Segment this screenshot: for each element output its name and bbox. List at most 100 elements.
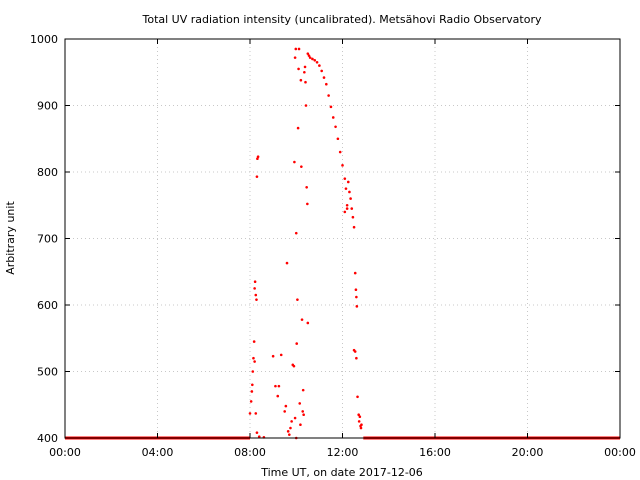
data-point (311, 57, 314, 61)
data-point (308, 56, 312, 59)
ticks (64, 38, 621, 439)
x-tick-label: 08:00 (234, 446, 266, 459)
data-point (350, 207, 354, 210)
data-point (304, 80, 307, 84)
data-points (248, 47, 363, 440)
data-point (279, 353, 283, 357)
data-point (250, 390, 254, 393)
data-point (299, 78, 303, 82)
data-point (303, 70, 306, 74)
data-point (253, 280, 257, 284)
data-point (288, 433, 291, 436)
grid (65, 39, 620, 438)
data-point (304, 104, 308, 107)
y-tick-label: 600 (37, 299, 58, 312)
data-point (289, 426, 292, 430)
x-tick-label: 04:00 (142, 446, 174, 459)
data-point (286, 430, 290, 433)
data-point (322, 76, 326, 79)
data-point (253, 287, 256, 290)
x-tick-label: 20:00 (512, 446, 544, 459)
data-point (290, 420, 293, 423)
data-point (293, 416, 297, 420)
data-point (334, 125, 337, 129)
data-point (301, 388, 305, 392)
data-point (354, 288, 358, 292)
data-point (299, 423, 302, 427)
y-tick-label: 800 (37, 166, 58, 179)
data-point (320, 69, 323, 73)
data-point (329, 105, 333, 109)
data-point (306, 321, 310, 325)
data-point (277, 384, 281, 388)
data-point (271, 354, 275, 358)
data-point (292, 364, 296, 368)
data-point (255, 298, 258, 301)
data-point (257, 435, 261, 438)
data-point (293, 56, 297, 59)
data-point (296, 298, 299, 301)
data-point (318, 64, 321, 67)
data-point (344, 187, 348, 190)
data-point (283, 410, 286, 413)
data-point (306, 202, 309, 206)
data-point (301, 410, 305, 413)
data-point (276, 394, 280, 398)
y-tick-label: 500 (37, 366, 58, 379)
data-point (327, 94, 330, 97)
data-point (356, 395, 359, 399)
data-point (348, 190, 351, 194)
x-tick-label: 00:00 (49, 446, 81, 459)
data-point (293, 160, 296, 164)
data-point (255, 431, 259, 434)
data-point (338, 150, 342, 154)
data-point (302, 413, 305, 417)
data-point (274, 384, 277, 388)
data-point (355, 305, 359, 308)
data-point (253, 360, 256, 363)
data-point (357, 413, 360, 417)
data-point (358, 415, 362, 419)
x-tick-labels: 00:00 04:00 08:00 12:00 16:00 20:00 00:00 (49, 446, 636, 459)
data-point (313, 58, 317, 62)
data-point (296, 126, 300, 130)
data-point (254, 293, 258, 297)
data-point (345, 207, 349, 210)
data-point (284, 404, 288, 408)
x-tick-label: 00:00 (604, 446, 636, 459)
data-point (251, 370, 255, 373)
data-point (325, 82, 328, 86)
data-point (303, 65, 307, 69)
data-point (300, 165, 303, 168)
data-point (341, 164, 344, 167)
data-point (353, 271, 357, 275)
data-point (353, 350, 357, 353)
data-point (256, 157, 259, 160)
data-point (295, 342, 299, 345)
data-point (252, 340, 256, 343)
data-point (345, 203, 349, 207)
data-point (346, 180, 350, 184)
y-tick-label: 1000 (30, 33, 58, 46)
y-tick-label: 900 (37, 100, 58, 113)
data-point (294, 231, 298, 235)
data-point (357, 420, 361, 423)
data-point (248, 412, 252, 415)
y-axis-label: Arbitrary unit (4, 201, 17, 275)
x-tick-label: 16:00 (419, 446, 451, 459)
data-point (297, 67, 300, 71)
data-point (249, 400, 253, 403)
data-point (294, 47, 298, 51)
data-point (297, 47, 301, 51)
x-tick-label: 12:00 (327, 446, 359, 459)
y-tick-labels: 400 500 600 700 800 900 1000 (30, 33, 58, 445)
data-point (355, 295, 358, 299)
data-point (256, 155, 260, 159)
data-point (336, 137, 340, 141)
x-axis-label: Time UT, on date 2017-12-06 (260, 466, 423, 479)
data-point (251, 383, 254, 387)
data-point (359, 426, 363, 430)
data-point (360, 423, 363, 427)
data-point (343, 177, 347, 180)
